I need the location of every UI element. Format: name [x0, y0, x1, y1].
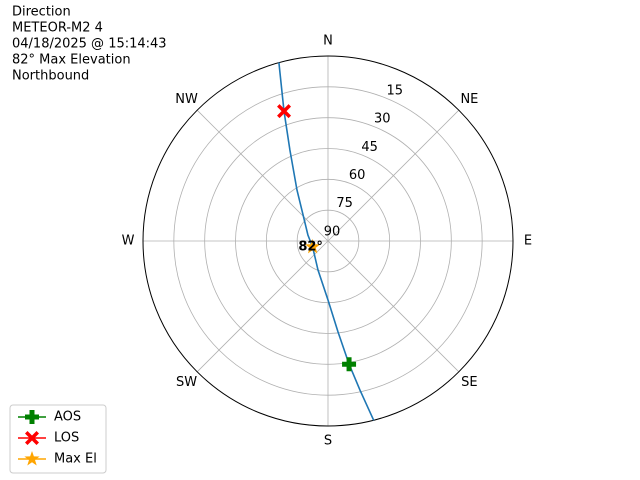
marker-x — [277, 104, 292, 119]
legend: AOS LOS Max El — [9, 404, 107, 474]
title-line: 82° Max Elevation — [12, 53, 131, 68]
grid-spoke — [327, 240, 460, 373]
marker-x — [25, 431, 39, 445]
x-tick-label: N — [323, 34, 333, 49]
title-line: 04/18/2025 @ 15:14:43 — [12, 37, 167, 52]
grid-spoke — [196, 240, 329, 373]
x-tick-label: E — [524, 234, 532, 249]
title-line: Northbound — [12, 69, 89, 84]
marker-star — [24, 451, 40, 466]
grid-spoke — [327, 109, 460, 242]
legend-label: AOS — [54, 410, 81, 425]
y-tick-label: 90 — [324, 224, 341, 239]
y-tick-label: 60 — [349, 168, 366, 183]
y-tick-label: 15 — [386, 84, 403, 99]
x-tick-label: NE — [460, 92, 478, 107]
x-tick-label: W — [122, 234, 135, 249]
x-tick-label: SE — [461, 375, 477, 390]
marker-star — [305, 238, 321, 254]
y-tick-label: 30 — [374, 112, 391, 127]
x-tick-label: S — [324, 434, 332, 449]
y-tick-label: 45 — [361, 140, 378, 155]
marker-plus — [25, 410, 39, 424]
data-label: 82° — [298, 239, 323, 254]
track-line — [278, 62, 375, 421]
outer-frame — [142, 55, 514, 427]
legend-label: LOS — [54, 431, 79, 446]
title-line: METEOR-M2 4 — [12, 21, 103, 36]
marker-plus — [342, 357, 357, 372]
x-tick-label: SW — [176, 375, 197, 390]
y-tick-label: 75 — [336, 196, 353, 211]
title-line: Direction — [12, 5, 71, 20]
grid-spoke — [196, 109, 329, 242]
x-tick-label: NW — [175, 92, 198, 107]
legend-label: Max El — [54, 452, 97, 467]
